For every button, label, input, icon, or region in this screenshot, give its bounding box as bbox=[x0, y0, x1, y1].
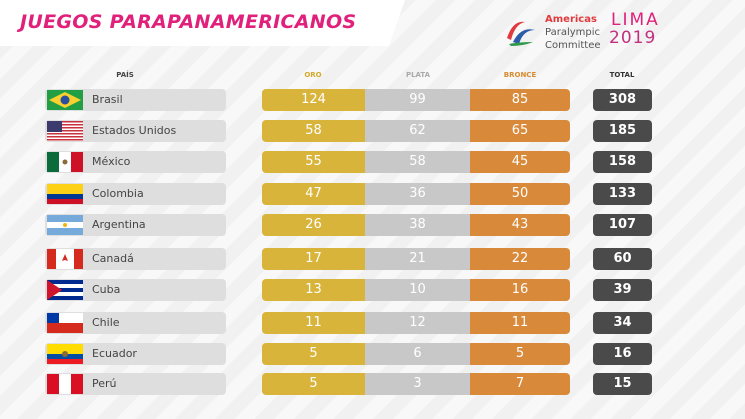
total-count: 60 bbox=[593, 248, 652, 270]
medal-count: 6 bbox=[365, 343, 470, 365]
total-count: 133 bbox=[593, 183, 652, 205]
medal-count: 11 bbox=[470, 312, 570, 334]
flag bbox=[47, 90, 83, 110]
medal-count: 26 bbox=[262, 214, 365, 236]
title-bar bbox=[0, 0, 405, 46]
medal-count: 124 bbox=[262, 89, 365, 111]
medal-count: 11 bbox=[262, 312, 365, 334]
medal-count: 7 bbox=[470, 373, 570, 395]
total-count: 158 bbox=[593, 151, 652, 173]
country-pill bbox=[45, 279, 226, 301]
column-header: PLATA bbox=[405, 71, 431, 79]
medal-count: 13 bbox=[262, 279, 365, 301]
total-count: 15 bbox=[593, 373, 652, 395]
flag bbox=[47, 215, 83, 235]
medal-count: 85 bbox=[470, 89, 570, 111]
country-pill bbox=[45, 248, 226, 270]
country-pill bbox=[45, 312, 226, 334]
country-pill bbox=[45, 89, 226, 111]
logo-year: 2019 bbox=[609, 28, 657, 48]
total-count: 39 bbox=[593, 279, 652, 301]
medal-count: 5 bbox=[262, 373, 365, 395]
medal-count: 22 bbox=[470, 248, 570, 270]
country-name: Chile bbox=[92, 316, 120, 329]
column-header: PAÍS bbox=[116, 71, 134, 79]
country-name: Argentina bbox=[92, 218, 146, 231]
country-name: Estados Unidos bbox=[92, 124, 177, 137]
country-name: Ecuador bbox=[92, 347, 137, 360]
country-pill bbox=[45, 151, 226, 173]
country-pill bbox=[45, 183, 226, 205]
country-name: Canadá bbox=[92, 252, 134, 265]
logo-text: Americas bbox=[545, 14, 597, 25]
medal-count: 17 bbox=[262, 248, 365, 270]
logo-city: LIMA bbox=[611, 10, 660, 30]
flag bbox=[47, 344, 83, 364]
medal-count: 16 bbox=[470, 279, 570, 301]
flag bbox=[47, 184, 83, 204]
column-header: TOTAL bbox=[609, 71, 635, 79]
medal-count: 10 bbox=[365, 279, 470, 301]
logo-text: Committee bbox=[545, 40, 601, 51]
medal-count: 5 bbox=[470, 343, 570, 365]
medal-count: 36 bbox=[365, 183, 470, 205]
country-name: Colombia bbox=[92, 187, 144, 200]
country-name: Brasil bbox=[92, 93, 123, 106]
medal-count: 55 bbox=[262, 151, 365, 173]
medal-count: 65 bbox=[470, 120, 570, 142]
total-count: 107 bbox=[593, 214, 652, 236]
flag bbox=[47, 280, 83, 300]
medal-count: 45 bbox=[470, 151, 570, 173]
medal-count: 38 bbox=[365, 214, 470, 236]
medal-count: 99 bbox=[365, 89, 470, 111]
medal-count: 62 bbox=[365, 120, 470, 142]
flag bbox=[47, 121, 83, 141]
total-count: 308 bbox=[593, 89, 652, 111]
logo-text: Paralympic bbox=[545, 27, 601, 38]
agitos-logo bbox=[507, 21, 535, 46]
medal-count: 12 bbox=[365, 312, 470, 334]
title: JUEGOS PARAPANAMERICANOS bbox=[20, 11, 357, 33]
medal-count: 50 bbox=[470, 183, 570, 205]
medal-count: 58 bbox=[262, 120, 365, 142]
total-count: 34 bbox=[593, 312, 652, 334]
column-header: ORO bbox=[304, 71, 322, 79]
country-name: Perú bbox=[92, 377, 117, 390]
flag bbox=[47, 249, 83, 269]
country-pill bbox=[45, 120, 226, 142]
medal-count: 21 bbox=[365, 248, 470, 270]
total-count: 185 bbox=[593, 120, 652, 142]
medal-count: 47 bbox=[262, 183, 365, 205]
country-name: México bbox=[92, 155, 131, 168]
total-count: 16 bbox=[593, 343, 652, 365]
country-pill bbox=[45, 373, 226, 395]
medal-count: 58 bbox=[365, 151, 470, 173]
medal-count: 3 bbox=[365, 373, 470, 395]
country-name: Cuba bbox=[92, 283, 121, 296]
flag bbox=[47, 374, 83, 394]
flag bbox=[47, 152, 83, 172]
flag bbox=[47, 313, 83, 333]
medal-count: 43 bbox=[470, 214, 570, 236]
country-pill bbox=[45, 214, 226, 236]
column-header: BRONCE bbox=[503, 71, 537, 79]
medal-count: 5 bbox=[262, 343, 365, 365]
country-pill bbox=[45, 343, 226, 365]
